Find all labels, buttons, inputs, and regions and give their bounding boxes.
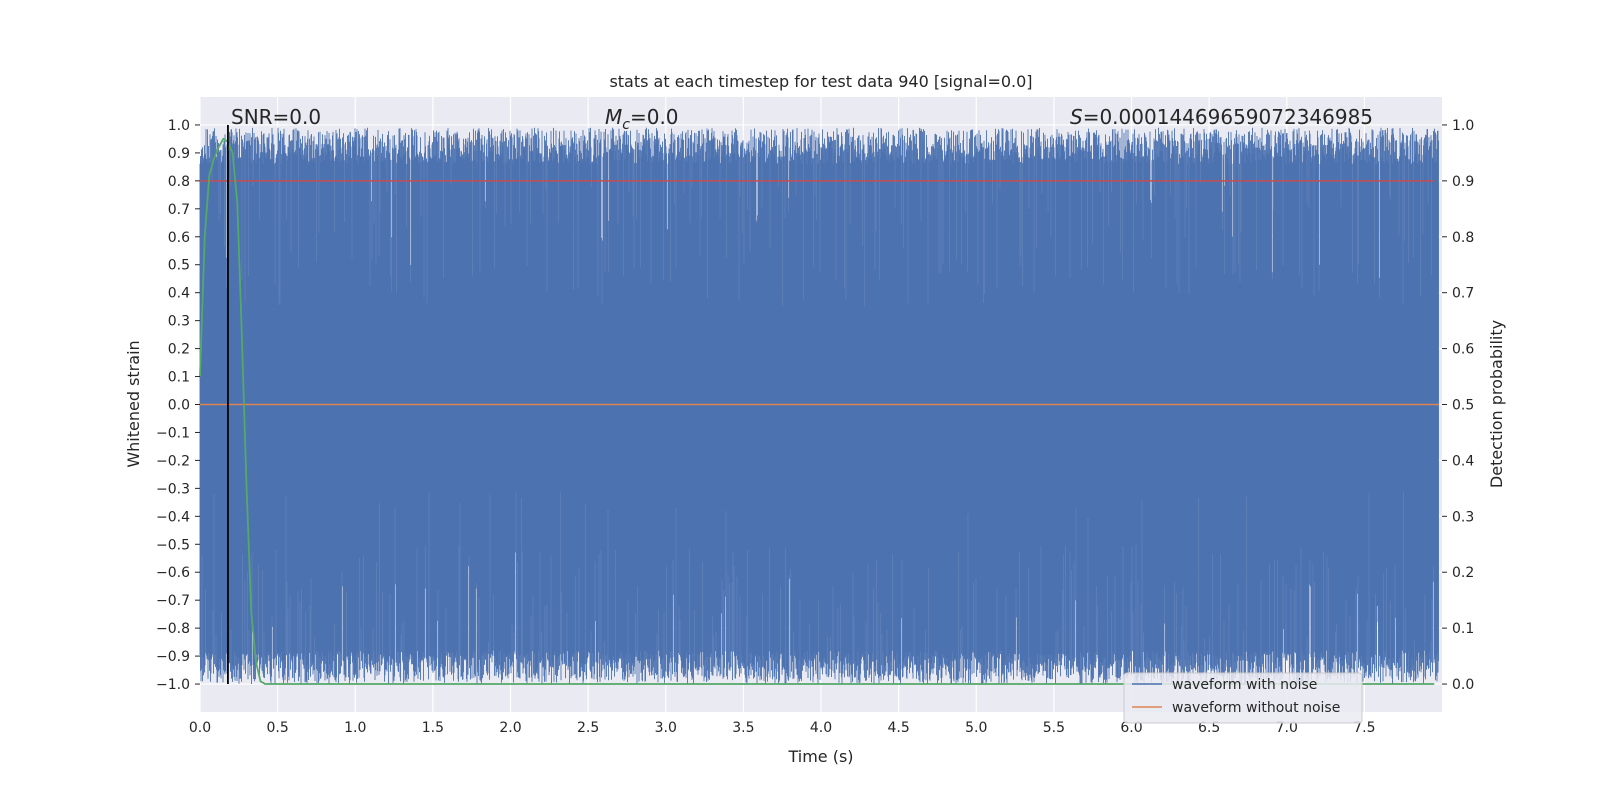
y-tick-label: −0.8 [156,621,190,637]
y-tick-label: −0.5 [156,537,190,553]
y-right-tick-label: 0.2 [1452,565,1474,581]
y-right-axis-label: Detection probability [1487,320,1506,488]
x-tick-label: 7.5 [1353,720,1375,736]
chirp-mass-subscript: c [622,117,630,133]
x-tick-labels: 0.0 0.5 1.0 1.5 2.0 2.5 3.0 3.5 4.0 4.5 5.0 5.5 6.0 6… [189,720,1376,736]
y-tick-label: 0.9 [168,146,190,162]
y-tick-label: −0.1 [156,425,190,441]
waveform-with-noise-series [199,127,1439,684]
y-tick-label: 0.7 [168,202,190,218]
x-tick-label: 2.5 [577,720,599,736]
y-tick-label: 0.8 [168,174,190,190]
x-tick-label: 1.5 [422,720,444,736]
legend: waveform with noise waveform without noi… [1123,672,1363,724]
y-tick-label: 0.2 [168,342,190,358]
y-right-tick-label: 0.8 [1452,230,1474,246]
x-tick-label: 7.0 [1276,720,1298,736]
y-tick-label: 0.3 [168,314,190,330]
overlay-lines [199,124,1439,685]
x-tick-label: 4.0 [810,720,832,736]
y-tick-label: 0.1 [168,370,190,386]
chirp-mass-annotation: Mc=0.0 [605,105,679,133]
y-right-tick-labels: 1.0 0.9 0.8 0.7 0.6 0.5 0.4 0.3 0.2 0.1 0.0 [1442,118,1474,693]
y-right-tick-label: 0.4 [1452,453,1474,469]
y-tick-label: −0.6 [156,565,190,581]
x-tick-label: 5.5 [1043,720,1065,736]
x-tick-label: 2.0 [499,720,521,736]
y-tick-labels: 1.0 0.9 0.8 0.7 0.6 0.5 0.4 0.3 0.2 0.1 0.0 −0.1 −0.… [156,118,200,693]
legend-label-clean: waveform without noise [1172,700,1340,716]
y-right-tick-label: 0.7 [1452,286,1474,302]
x-tick-label: 1.0 [344,720,366,736]
y-right-tick-label: 0.5 [1452,398,1474,414]
y-tick-label: 0.6 [168,230,190,246]
y-tick-label: −0.2 [156,453,190,469]
y-tick-label: 0.4 [168,286,190,302]
detection-probability-line [199,137,1435,685]
x-tick-label: 5.0 [965,720,987,736]
s-value: =0.00014469659072346985 [1083,105,1373,129]
x-tick-label: 4.5 [887,720,909,736]
legend-label-noise: waveform with noise [1172,677,1317,693]
y-tick-label: −0.9 [156,649,190,665]
y-tick-label: 0.5 [168,258,190,274]
snr-annotation: SNR=0.0 [231,105,321,129]
x-tick-label: 3.5 [732,720,754,736]
y-axis-label: Whitened strain [124,340,143,467]
x-tick-label: 0.0 [189,720,211,736]
legend-box [1123,672,1363,724]
y-right-tick-label: 0.3 [1452,509,1474,525]
x-axis-label: Time (s) [787,747,853,766]
x-tick-label: 3.0 [655,720,677,736]
x-tick-label: 0.5 [266,720,288,736]
y-tick-label: 1.0 [168,118,190,134]
chirp-mass-value: =0.0 [630,105,679,129]
chirp-mass-symbol: M [605,105,622,129]
y-tick-label: −0.7 [156,593,190,609]
y-tick-label: −1.0 [156,677,190,693]
s-symbol: S [1070,105,1083,129]
x-tick-label: 6.0 [1120,720,1142,736]
chart-title: stats at each timestep for test data 940… [609,72,1032,91]
y-right-tick-label: 0.6 [1452,342,1474,358]
y-right-tick-label: 0.9 [1452,174,1474,190]
y-right-tick-label: 0.1 [1452,621,1474,637]
y-tick-label: −0.3 [156,481,190,497]
s-annotation: S=0.00014469659072346985 [1070,105,1373,129]
y-right-tick-label: 0.0 [1452,677,1474,693]
y-tick-label: −0.4 [156,509,190,525]
y-tick-label: 0.0 [168,398,190,414]
y-right-tick-label: 1.0 [1452,118,1474,134]
x-tick-label: 6.5 [1198,720,1220,736]
waveform-with-noise-line [199,127,1439,684]
